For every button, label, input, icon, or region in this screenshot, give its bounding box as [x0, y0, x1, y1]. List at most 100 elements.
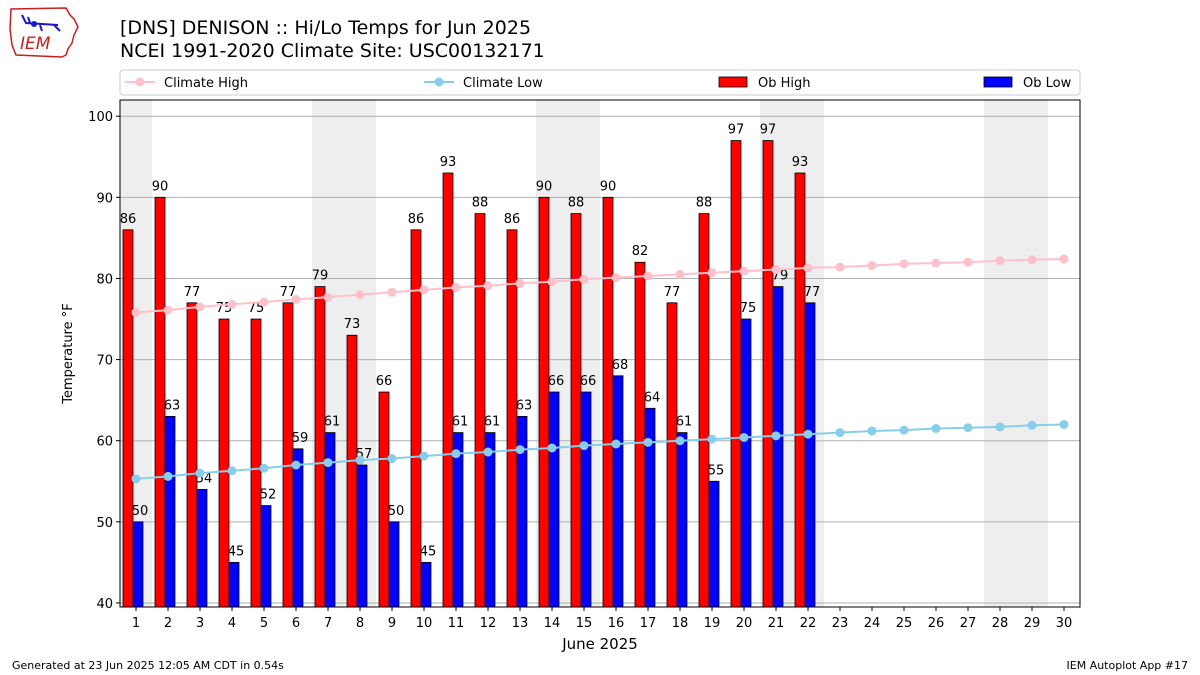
climate-high-point [515, 278, 525, 288]
climate-high-point [451, 282, 461, 292]
wind-barb-icon [21, 14, 61, 32]
ob-low-label: 61 [676, 415, 693, 430]
ob-low-bar [740, 318, 752, 608]
ob-low-label: 59 [292, 431, 309, 446]
legend-climate-high-marker [135, 77, 145, 87]
ob-high-bar [282, 302, 294, 608]
plot-frame [119, 99, 1081, 608]
climate-low-point [803, 429, 813, 439]
climate-low-point [451, 449, 461, 459]
climate-low-point [547, 443, 557, 453]
climate-low-point [995, 422, 1005, 432]
x-tick-label: 4 [228, 616, 236, 631]
x-tick-label: 19 [704, 616, 721, 631]
x-axis-label: June 2025 [561, 635, 638, 653]
x-tick-label: 16 [608, 616, 625, 631]
ob-low-label: 45 [228, 544, 245, 559]
y-tick-label: 60 [96, 435, 113, 450]
x-tick-label: 14 [544, 616, 561, 631]
ob-low-label: 64 [644, 390, 661, 405]
ob-high-bar [762, 140, 774, 608]
x-tick-label: 28 [992, 616, 1009, 631]
ob-high-label: 75 [248, 301, 265, 316]
ob-high-bar [186, 302, 198, 608]
logo-text: IEM [20, 34, 51, 54]
chart-subtitle: NCEI 1991-2020 Climate Site: USC00132171 [120, 40, 545, 62]
climate-high-point [963, 257, 973, 267]
ob-high-label: 66 [376, 374, 393, 389]
climate-high-line [135, 257, 1065, 314]
x-tick-label: 29 [1024, 616, 1041, 631]
climate-low-point [1059, 419, 1069, 429]
ob-low-bar [260, 505, 272, 608]
climate-high-point [323, 292, 333, 302]
ob-low-bar [676, 432, 688, 608]
ob-high-label: 88 [472, 196, 489, 211]
legend-ob-high-label: Ob High [758, 76, 811, 91]
legend-climate-high-label: Climate High [164, 76, 248, 91]
y-axis-label: Temperature °F [61, 303, 76, 404]
climate-high-point [995, 256, 1005, 266]
y-tick-label: 100 [88, 110, 113, 125]
ob-high-bar [666, 302, 678, 608]
ob-high-label: 77 [184, 285, 201, 300]
ob-low-label: 75 [740, 301, 757, 316]
climate-high-point [611, 273, 621, 283]
chart-title: [DNS] DENISON :: Hi/Lo Temps for Jun 202… [120, 17, 532, 39]
x-tick-label: 18 [672, 616, 689, 631]
ob-high-label: 77 [664, 285, 681, 300]
x-tick-label: 30 [1056, 616, 1073, 631]
climate-low-point [515, 445, 525, 455]
legend-ob-low-label: Ob Low [1023, 76, 1072, 91]
x-tick-label: 13 [512, 616, 529, 631]
ob-low-bar [196, 488, 208, 608]
climate-high-point [803, 263, 813, 273]
climate-high-point [899, 259, 909, 269]
climate-low-point [227, 466, 237, 476]
y-tick-label: 70 [96, 354, 113, 369]
ob-high-bar [122, 229, 134, 608]
x-tick-label: 15 [576, 616, 593, 631]
climate-high-point [483, 281, 493, 291]
ob-low-label: 63 [516, 398, 533, 413]
iem-logo: IEM [8, 5, 82, 59]
ob-low-bar [228, 561, 240, 608]
climate-high-point [547, 277, 557, 287]
climate-low-point [323, 458, 333, 468]
climate-high-point [163, 305, 173, 315]
ob-low-label: 52 [260, 488, 277, 503]
ob-low-label: 77 [804, 285, 821, 300]
climate-low-point [835, 428, 845, 438]
x-tick-label: 20 [736, 616, 753, 631]
climate-high-point [867, 260, 877, 270]
ob-low-bar [580, 391, 592, 608]
ob-low-bar [612, 375, 624, 608]
ob-low-bar [164, 415, 176, 608]
climate-low-point [483, 447, 493, 457]
climate-high-point [355, 290, 365, 300]
climate-low-point [291, 460, 301, 470]
x-tick-label: 25 [896, 616, 913, 631]
ob-high-bar [634, 261, 646, 608]
ob-high-label: 97 [728, 123, 745, 138]
climate-high-point [931, 258, 941, 268]
climate-high-point [707, 268, 717, 278]
app-label: IEM Autoplot App #17 [1066, 659, 1189, 672]
x-tick-label: 3 [196, 616, 204, 631]
climate-low-point [1027, 420, 1037, 430]
x-tick-label: 5 [260, 616, 268, 631]
ob-high-bar [346, 334, 358, 608]
generated-timestamp: Generated at 23 Jun 2025 12:05 AM CDT in… [12, 659, 284, 672]
climate-high-point [675, 269, 685, 279]
ob-low-bar [516, 415, 528, 608]
climate-low-point [867, 426, 877, 436]
ob-low-bar [452, 432, 464, 608]
x-tick-label: 8 [356, 616, 364, 631]
legend-box [119, 69, 1081, 96]
climate-high-point [291, 295, 301, 305]
climate-high-point [835, 262, 845, 272]
x-tick-label: 12 [480, 616, 497, 631]
ob-low-bar [804, 302, 816, 608]
legend-climate-low-marker [434, 77, 444, 87]
